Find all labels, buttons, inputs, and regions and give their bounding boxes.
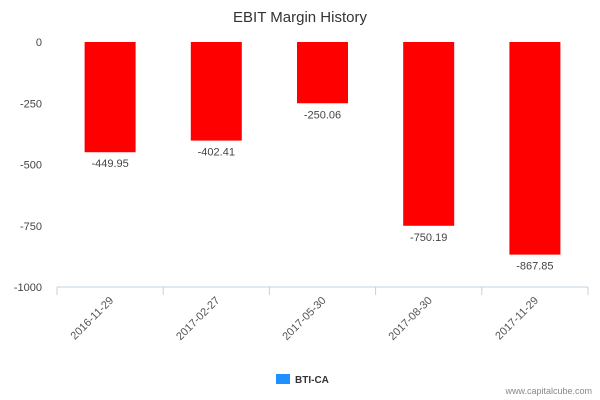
bar-value-label: -402.41 [198,147,235,159]
y-tick-label: -250 [20,98,42,110]
legend-label: BTI-CA [295,375,329,386]
bar [84,42,136,153]
y-tick-label: 0 [36,37,42,49]
legend[interactable]: BTI-CA [276,374,329,386]
bar [297,42,348,104]
y-tick-label: -750 [20,221,42,233]
y-tick-label: -500 [20,160,42,172]
bar-value-label: -250.06 [304,109,341,121]
bar-value-label: -867.85 [516,261,553,273]
x-tick-label: 2017-02-27 [174,295,222,343]
bar [403,42,455,226]
bar-value-label: -449.95 [91,158,128,170]
x-tick-label: 2017-05-30 [280,295,328,343]
x-axis: 2016-11-29 2017-02-27 2017-05-30 2017-08-30… [56,287,589,343]
y-tick-label: -1000 [14,282,42,294]
x-tick-label: 2017-11-29 [493,295,541,343]
credit-text: www.capitalcube.com [504,386,592,396]
chart-title: EBIT Margin History [233,9,367,26]
x-tick-label: 2017-08-30 [387,295,435,343]
bar [190,42,242,141]
bar-value-label: -750.19 [410,232,447,244]
bars [84,42,561,255]
x-tick-label: 2016-11-29 [69,295,117,343]
legend-swatch [276,374,290,384]
bar [509,42,561,255]
data-labels: -449.95 -402.41 -250.06 -750.19 -867.85 [91,109,553,272]
y-axis: 0 -250 -500 -750 -1000 [14,37,42,294]
